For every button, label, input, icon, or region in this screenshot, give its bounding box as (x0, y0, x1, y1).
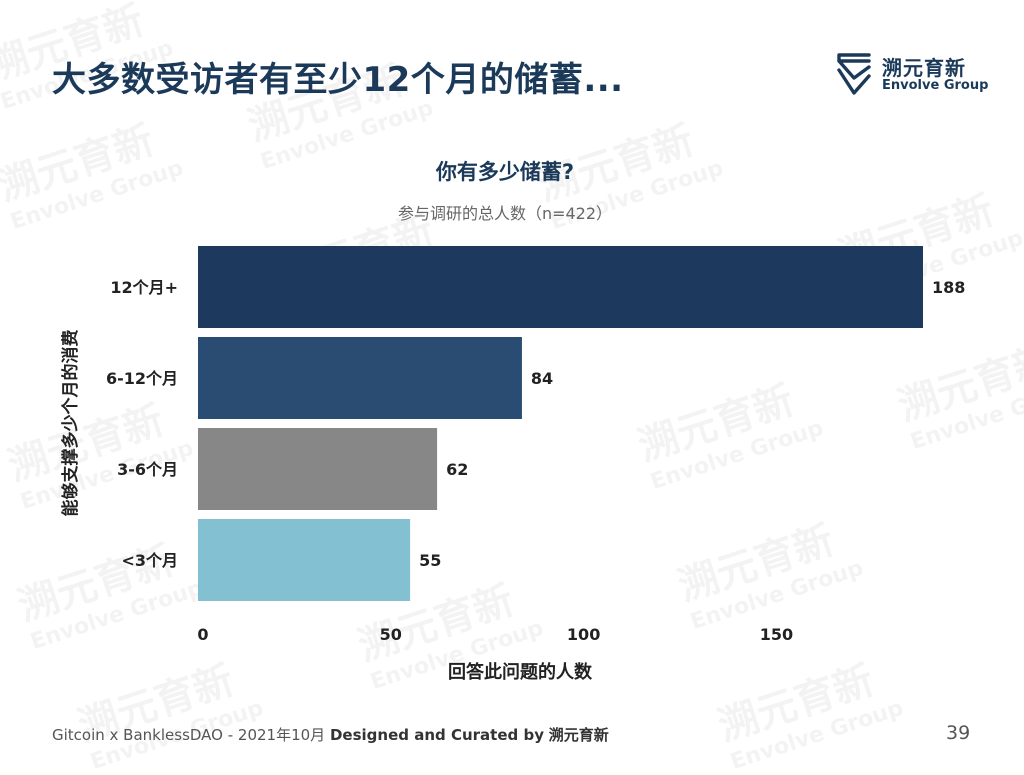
footer-designed: Designed and Curated by (329, 726, 544, 744)
footer: Gitcoin x BanklessDAO - 2021年10月 Designe… (52, 724, 609, 745)
logo-mark-icon (837, 53, 871, 95)
logo-name-en: Envolve Group (882, 78, 989, 93)
category-label: 12个月+ (110, 278, 178, 297)
brand-logo: 溯元育新 Envolve Group (836, 50, 996, 98)
category-label: 6-12个月 (106, 369, 178, 388)
category-label: 3-6个月 (117, 460, 178, 479)
data-label: 55 (419, 551, 441, 570)
x-tick-label: 150 (760, 625, 793, 644)
labels-layer: 12个月+ 188 6-12个月 84 3-6个月 62 <3个月 55 0 50 100 150 (106, 278, 965, 644)
data-label: 188 (932, 278, 965, 297)
data-label: 62 (446, 460, 468, 479)
bar (198, 246, 923, 328)
bars-layer (198, 246, 923, 601)
x-tick-label: 0 (197, 625, 208, 644)
x-tick-label: 50 (380, 625, 402, 644)
slide-title: 大多数受访者有至少12个月的储蓄... (52, 60, 624, 100)
footer-brand: 溯元育新 (548, 726, 609, 744)
bar (198, 337, 522, 419)
category-label: <3个月 (121, 551, 178, 570)
bar (198, 519, 411, 601)
data-label: 84 (531, 369, 553, 388)
x-axis-label: 回答此问题的人数 (448, 661, 593, 683)
footer-source: Gitcoin x BanklessDAO - 2021年10月 (52, 726, 326, 744)
bar (198, 428, 438, 510)
x-tick-label: 100 (567, 625, 600, 644)
y-axis-label: 能够支撑多少个月的消费 (60, 330, 81, 517)
chart-title: 你有多少储蓄? (435, 160, 575, 184)
logo-name-cn: 溯元育新 (882, 56, 966, 80)
chart-subtitle: 参与调研的总人数（n=422） (397, 204, 613, 223)
page-number: 39 (946, 722, 971, 744)
